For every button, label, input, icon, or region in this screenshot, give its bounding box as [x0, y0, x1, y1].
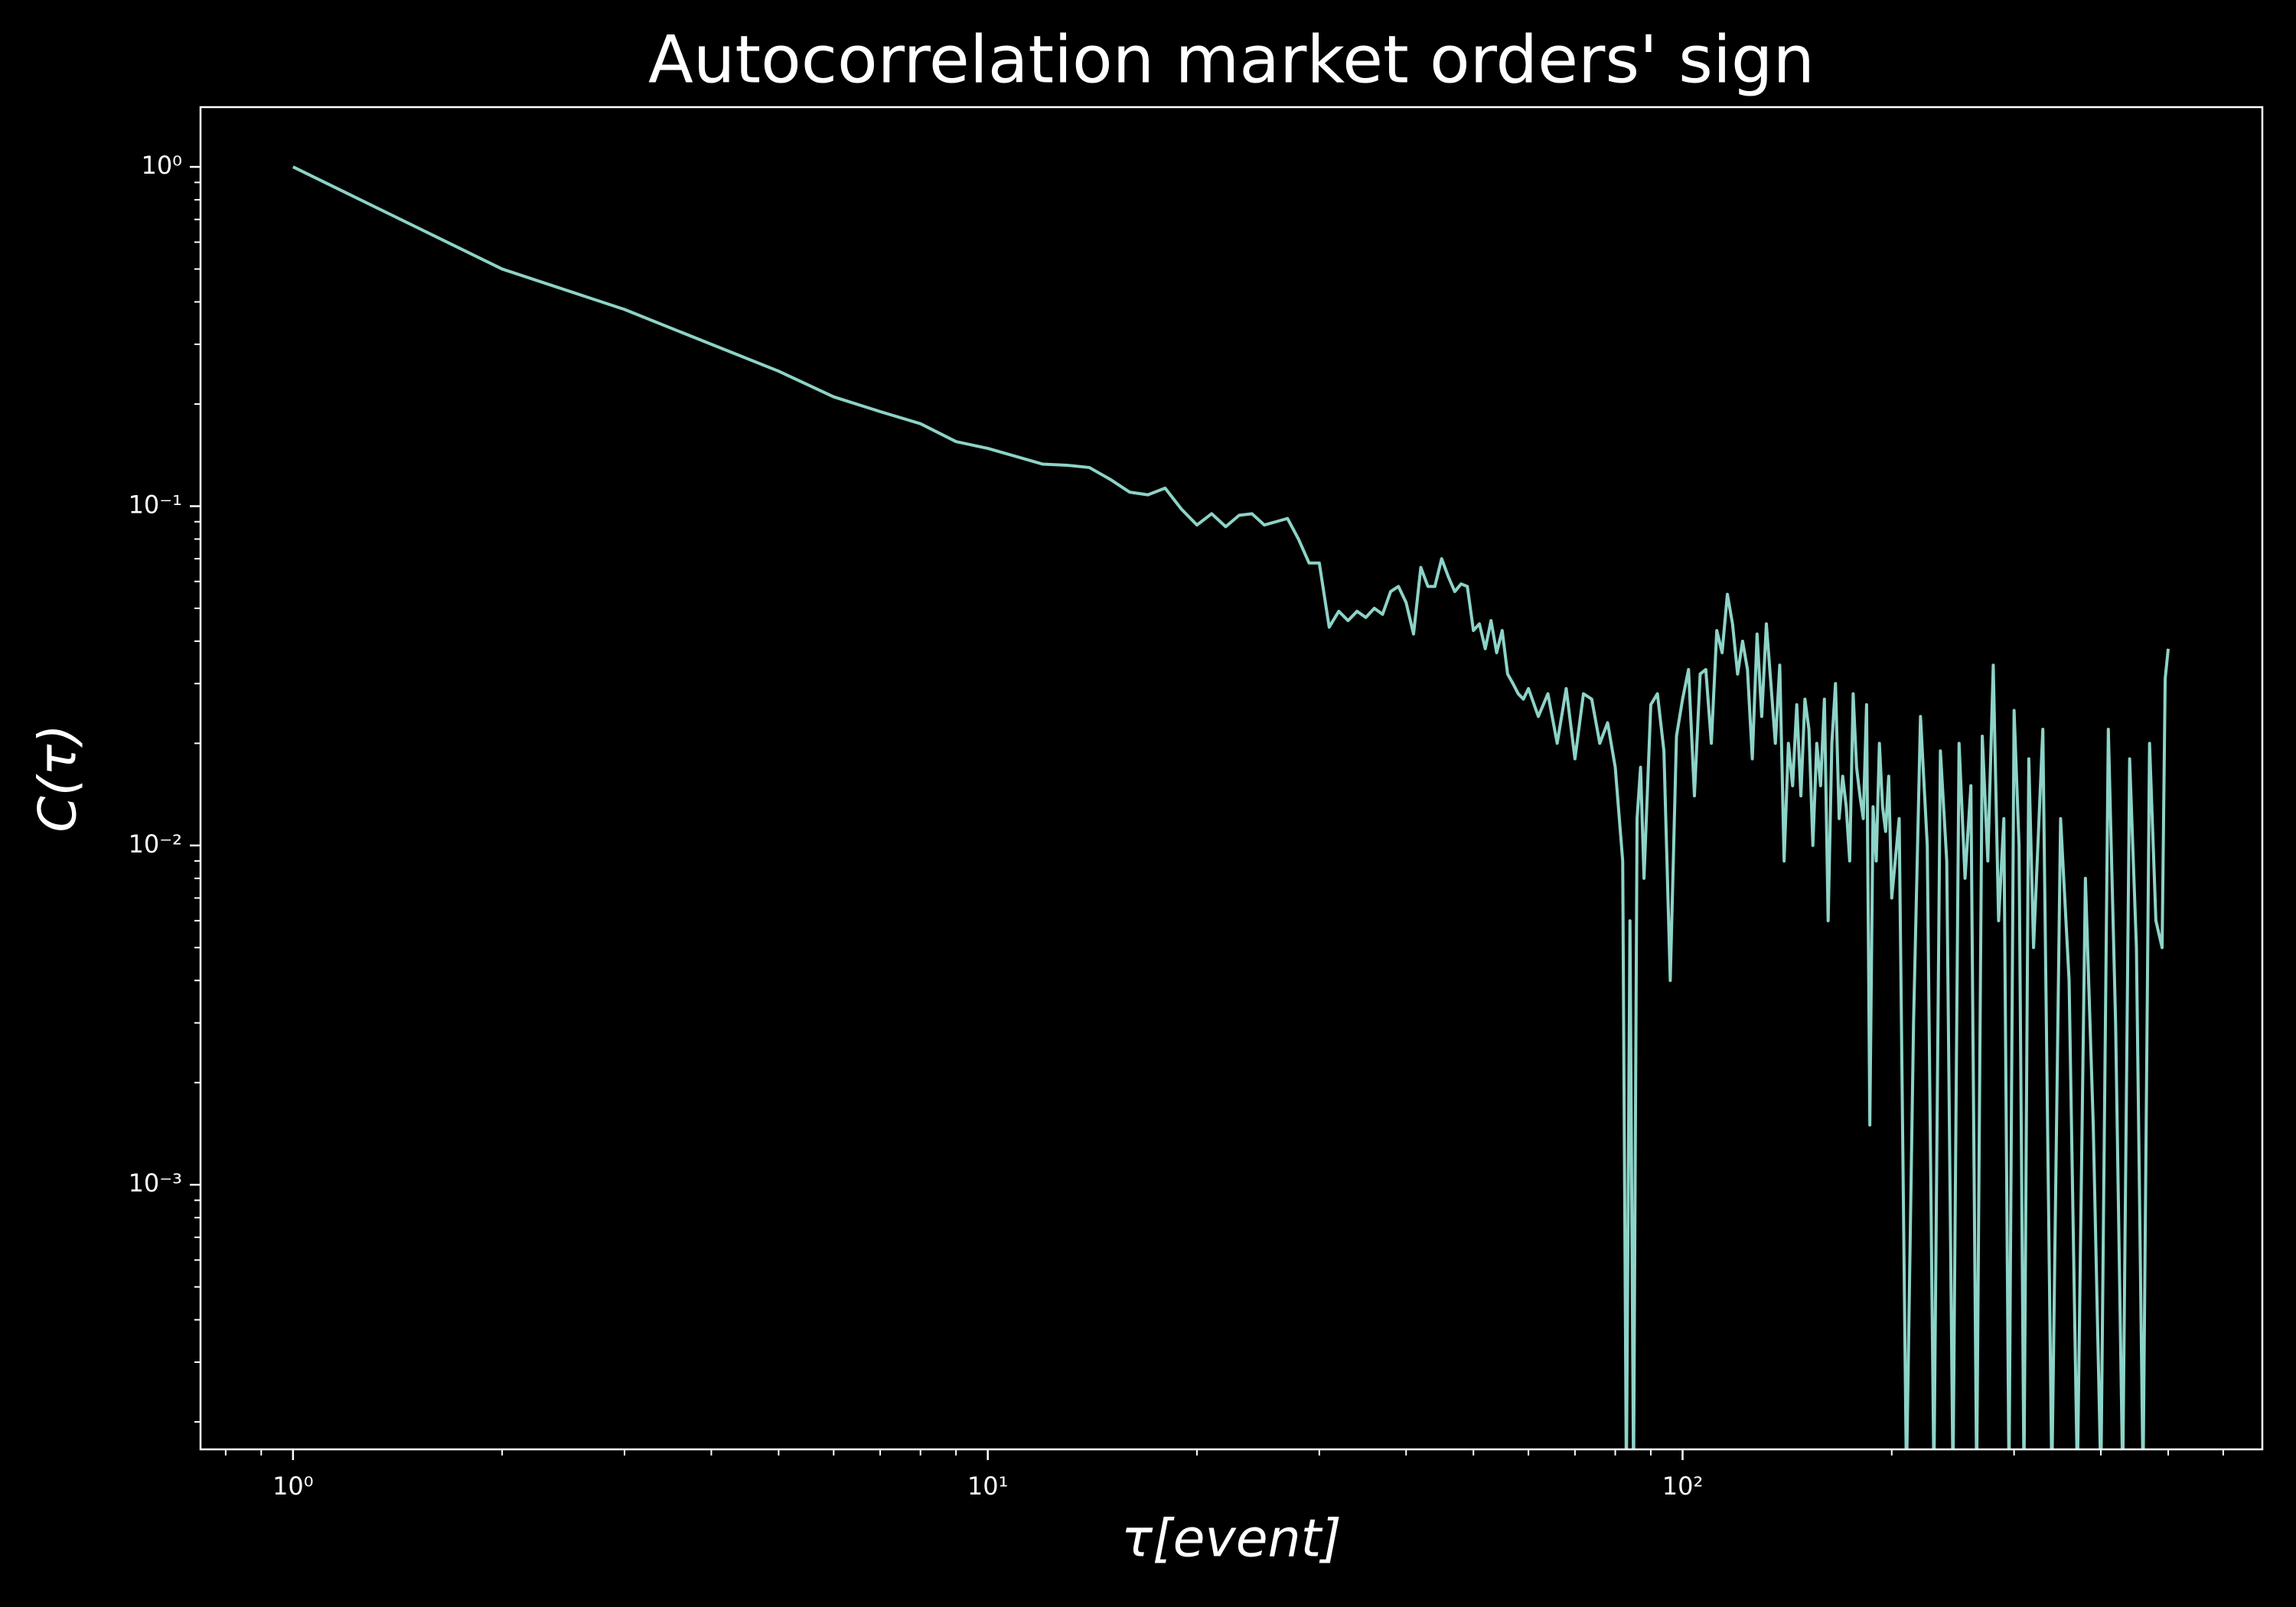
x-tick-label: 10¹ [967, 1472, 1009, 1501]
y-tick-label: 10⁻¹ [129, 490, 182, 519]
chart-title: Autocorrelation market orders' sign [648, 21, 1815, 98]
x-tick-label: 10⁰ [272, 1472, 314, 1501]
axes-frame [199, 106, 2264, 1451]
x-axis-label: τ[event] [1121, 1509, 1342, 1570]
plot-area [292, 165, 2170, 1449]
y-tick-label: 10⁰ [141, 151, 182, 180]
data-line [292, 165, 2170, 1449]
y-tick-label: 10⁻² [129, 830, 182, 859]
y-tick-label: 10⁻³ [129, 1169, 182, 1198]
y-axis-label: C(τ) [28, 724, 89, 832]
x-tick-label: 10² [1662, 1472, 1704, 1501]
